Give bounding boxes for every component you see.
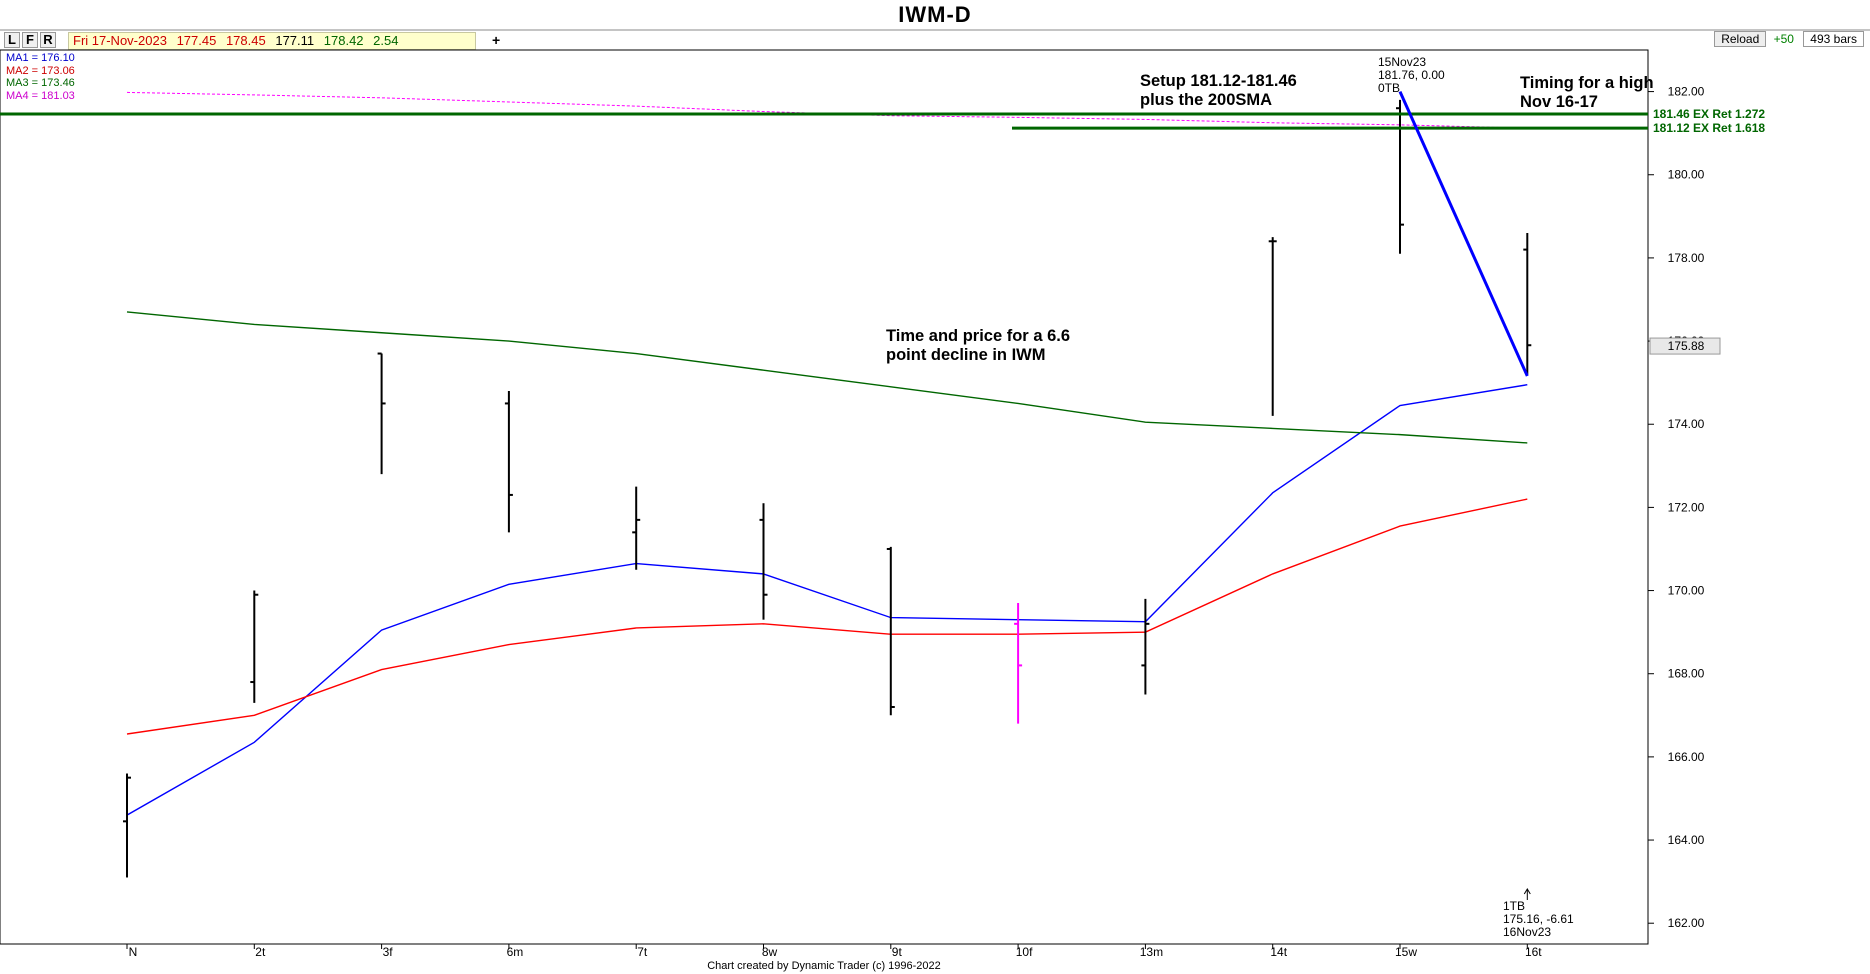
time-price-annotation: Time and price for a 6.6 point decline i…: [886, 327, 1071, 364]
last-price-label: 175.88: [1668, 339, 1705, 353]
y-tick-label: 182.00: [1668, 85, 1705, 99]
quote-low: 177.11: [275, 33, 315, 48]
last-price-tag: [1649, 337, 1721, 355]
footer-credit: Chart created by Dynamic Trader (c) 1996…: [707, 960, 941, 972]
x-tick-label: 9t: [892, 945, 903, 959]
ma1-legend: MA1 = 176.10: [6, 52, 75, 64]
ohlc-bar: [250, 590, 259, 703]
setup-annotation: Setup 181.12-181.46 plus the 200SMA: [1140, 72, 1297, 109]
x-tick-label: 13m: [1140, 945, 1163, 959]
f-button[interactable]: F: [22, 32, 38, 48]
x-tick-label: 16t: [1525, 945, 1542, 959]
ohlc-bar: [1014, 603, 1023, 724]
ohlc-bar: [1523, 232, 1532, 375]
y-tick-label: 174.00: [1668, 417, 1705, 431]
ma-line-ma3: [126, 311, 1528, 444]
y-tick-label: 162.00: [1668, 916, 1705, 930]
y-tick-label: 178.00: [1668, 251, 1705, 265]
y-tick-label: 168.00: [1668, 667, 1705, 681]
x-tick-label: 8w: [762, 945, 778, 959]
title-bar: IWM-D: [0, 0, 1870, 30]
ohlc-bar: [377, 352, 386, 475]
resistance-label: 181.46 EX Ret 1.272: [1653, 107, 1765, 121]
swing-low-label: 1TB 175.16, -6.61 16Nov23: [1503, 899, 1574, 939]
ohlc-bar: [886, 546, 895, 716]
chart-title: IWM-D: [898, 2, 972, 27]
x-tick-label: 2t: [255, 945, 266, 959]
ohlc-bar: [632, 486, 641, 570]
ohlc-bar: [1141, 598, 1150, 695]
ma-legend: MA1 = 176.10 MA2 = 173.06 MA3 = 173.46 M…: [6, 52, 75, 102]
quote-close: 178.42: [323, 33, 364, 48]
swing-line: [1398, 90, 1529, 377]
y-tick-label: 166.00: [1668, 750, 1705, 764]
top-right-controls: Reload +50 493 bars: [1714, 31, 1864, 47]
quote-date: Fri 17-Nov-2023: [73, 33, 167, 48]
x-tick-label: 7t: [637, 945, 648, 959]
ma-line-ma2: [126, 498, 1528, 735]
quote-high: 178.45: [225, 33, 266, 48]
add-button[interactable]: +: [492, 32, 501, 48]
ma2-legend: MA2 = 173.06: [6, 64, 75, 77]
ohlc-bar: [1268, 237, 1277, 416]
x-tick-label: 10f: [1016, 945, 1033, 959]
x-tick-label: 15w: [1395, 945, 1417, 959]
x-tick-label: 6m: [507, 945, 524, 959]
ma-line-ma4: [126, 91, 1528, 129]
ohlc-bar: [759, 503, 768, 620]
quote-change: 2.54: [373, 33, 399, 48]
bars-count[interactable]: 493 bars: [1803, 31, 1864, 47]
y-tick-label: 172.00: [1668, 500, 1705, 514]
plot-frame: [0, 49, 1649, 945]
r-button[interactable]: R: [40, 32, 56, 48]
plus50-button[interactable]: +50: [1773, 32, 1794, 46]
x-tick-label: 14t: [1270, 945, 1287, 959]
y-tick-label: 170.00: [1668, 584, 1705, 598]
y-tick-label: 164.00: [1668, 833, 1705, 847]
reload-button[interactable]: Reload: [1714, 31, 1767, 47]
quote-open: 177.45: [176, 33, 217, 48]
x-tick-label: N: [129, 945, 138, 959]
quote-box: Fri 17-Nov-2023 177.45 178.45 177.11 178…: [68, 32, 476, 50]
l-button[interactable]: L: [4, 32, 20, 48]
swing-high-label: 15Nov23 181.76, 0.00 0TB: [1378, 55, 1445, 95]
ma4-legend: MA4 = 181.03: [6, 89, 75, 102]
ma-line-ma1: [126, 384, 1528, 816]
swing-low-arrowhead: [1523, 888, 1531, 895]
timing-annotation: Timing for a high Nov 16-17: [1520, 74, 1654, 111]
ma3-legend: MA3 = 173.46: [6, 77, 75, 89]
y-tick-label: 180.00: [1668, 168, 1705, 182]
ohlc-bar: [1396, 99, 1404, 254]
x-tick-label: 3f: [383, 945, 394, 959]
ohlc-bar: [123, 773, 131, 878]
ohlc-bar: [504, 390, 513, 533]
resistance-label: 181.12 EX Ret 1.618: [1653, 121, 1765, 135]
